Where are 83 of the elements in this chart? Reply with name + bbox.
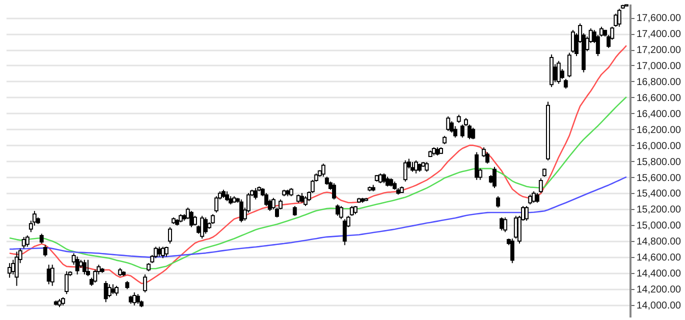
candlestick bbox=[382, 172, 386, 184]
y-tick-label: 16,400.00 bbox=[636, 108, 682, 120]
candlestick bbox=[300, 192, 304, 204]
candlestick bbox=[510, 238, 514, 264]
y-tick-label: 15,600.00 bbox=[636, 172, 682, 184]
candlestick bbox=[110, 284, 115, 295]
candlestick bbox=[485, 152, 490, 164]
y-tick-label: 16,600.00 bbox=[636, 92, 682, 104]
candlestick bbox=[321, 163, 326, 178]
candlestick bbox=[570, 29, 575, 54]
candlestick bbox=[225, 190, 230, 202]
candlestick bbox=[86, 259, 90, 277]
candlestick bbox=[104, 280, 108, 303]
candlestick bbox=[254, 188, 258, 200]
candlestick bbox=[492, 166, 497, 189]
candlestick bbox=[532, 190, 536, 204]
candlestick bbox=[168, 226, 172, 244]
candlestick bbox=[239, 198, 244, 223]
candlestick bbox=[154, 246, 158, 259]
y-tick-label: 16,000.00 bbox=[636, 140, 682, 152]
candlestick bbox=[114, 285, 119, 296]
candlestick bbox=[556, 60, 561, 84]
candlestick bbox=[143, 274, 148, 293]
y-tick-label: 16,800.00 bbox=[636, 76, 682, 88]
y-tick-label: 14,200.00 bbox=[636, 284, 682, 296]
line-series bbox=[8, 176, 628, 258]
candlestick bbox=[339, 206, 344, 220]
candlestick bbox=[535, 192, 540, 204]
y-tick-label: 15,000.00 bbox=[636, 220, 682, 232]
candlestick bbox=[46, 264, 51, 285]
candlestick bbox=[336, 204, 340, 216]
candlestick bbox=[453, 126, 458, 138]
y-tick-label: 14,000.00 bbox=[636, 300, 682, 312]
candlestick bbox=[75, 256, 80, 275]
candlestick bbox=[292, 206, 297, 216]
candlestick bbox=[50, 264, 54, 286]
candlestick bbox=[471, 127, 476, 140]
y-tick-label: 17,600.00 bbox=[636, 13, 682, 24]
candlestick bbox=[25, 234, 30, 248]
candlestick bbox=[204, 216, 208, 234]
candlestick bbox=[14, 251, 19, 286]
candlestick bbox=[567, 52, 572, 78]
candlestick bbox=[40, 233, 44, 244]
candlestick bbox=[43, 244, 48, 258]
candlestick bbox=[22, 236, 26, 249]
candlestick bbox=[403, 160, 408, 182]
candlestick bbox=[386, 176, 390, 187]
candlestick bbox=[164, 246, 168, 258]
line-series bbox=[8, 96, 628, 270]
candlestick bbox=[450, 120, 454, 134]
y-tick-label: 17,400.00 bbox=[636, 29, 682, 40]
candlestick bbox=[500, 216, 504, 231]
candlestick bbox=[524, 206, 529, 222]
candlestick bbox=[564, 78, 568, 90]
candlestick bbox=[136, 294, 140, 304]
y-tick-label: 14,800.00 bbox=[636, 236, 682, 248]
candlestick bbox=[503, 216, 508, 233]
candlestick bbox=[528, 194, 532, 205]
candlestick bbox=[446, 116, 450, 132]
candlestick bbox=[189, 210, 194, 228]
y-tick-label: 17,200.00 bbox=[636, 45, 682, 56]
candlestick bbox=[474, 152, 479, 180]
candlestick bbox=[11, 259, 16, 275]
candlestick bbox=[424, 162, 429, 172]
candlestick bbox=[332, 182, 336, 200]
candlestick bbox=[410, 162, 414, 172]
candlestick bbox=[214, 196, 218, 214]
candlestick bbox=[8, 262, 12, 278]
y-tick-label: 14,600.00 bbox=[636, 252, 682, 264]
y-tick-label: 15,200.00 bbox=[636, 204, 682, 216]
candlestick bbox=[538, 178, 543, 194]
y-tick-label: 16,200.00 bbox=[636, 124, 682, 136]
candlestick bbox=[617, 8, 622, 28]
y-tick-label: 15,800.00 bbox=[636, 156, 682, 168]
candlestick bbox=[496, 196, 500, 208]
candlestick bbox=[342, 218, 347, 246]
y-tick-label: 14,400.00 bbox=[636, 268, 682, 280]
candlestick bbox=[82, 259, 86, 275]
y-tick-label: 17,000.00 bbox=[636, 60, 682, 72]
candlestick bbox=[64, 270, 69, 295]
candlestick bbox=[157, 246, 162, 258]
y-tick-label: 15,400.00 bbox=[636, 188, 682, 200]
candlestick bbox=[304, 196, 308, 207]
